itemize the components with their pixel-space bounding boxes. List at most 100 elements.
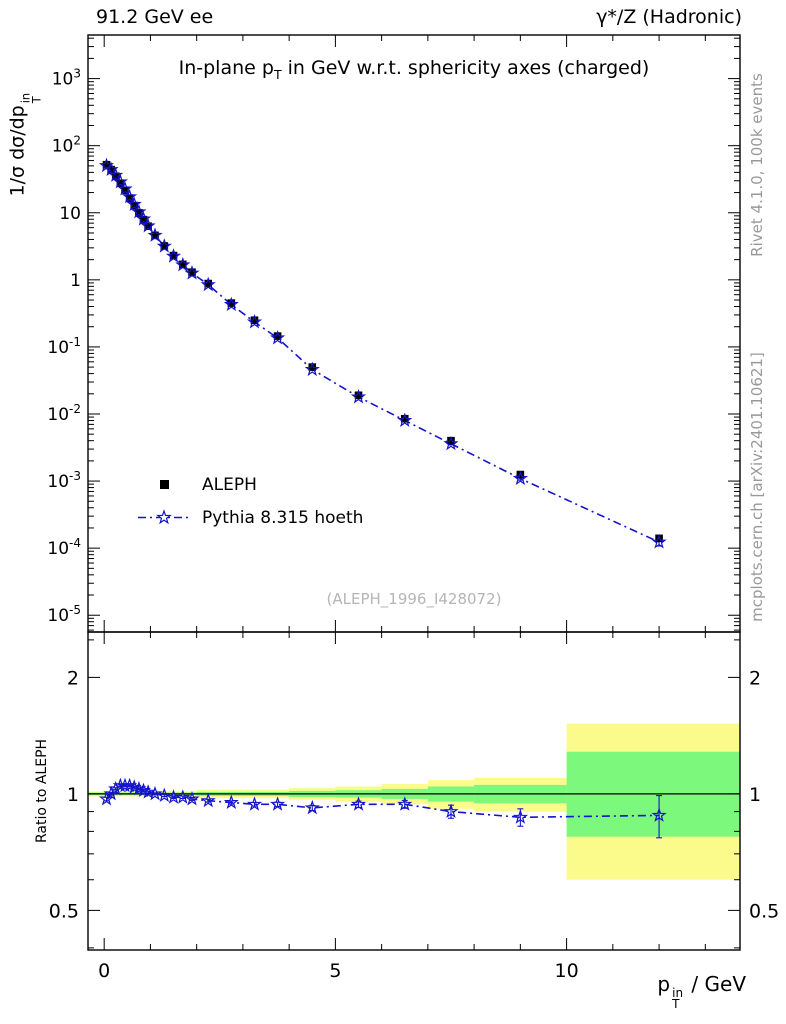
- aleph-point: [516, 470, 525, 479]
- pythia-ratio-point: [269, 796, 286, 811]
- x-label-suffix: / GeV: [685, 972, 746, 996]
- pythia-point: [147, 227, 163, 242]
- aleph-point: [116, 179, 125, 188]
- pythia-point: [512, 470, 529, 486]
- pythia-ratio-point: [223, 794, 239, 809]
- analysis-id-watermark: (ALEPH_1996_I428072): [326, 590, 502, 608]
- legend: ALEPH Pythia 8.315 hoeth: [136, 468, 363, 534]
- svg-text:0.5: 0.5: [49, 900, 79, 922]
- aleph-point: [400, 414, 409, 423]
- pythia-point: [140, 217, 156, 233]
- aleph-point: [151, 231, 159, 240]
- x-label-text: p: [657, 972, 671, 996]
- svg-text:0: 0: [98, 960, 110, 982]
- pythia-point: [121, 188, 138, 204]
- pythia-point: [135, 211, 152, 226]
- x-axis-label: p in T / GeV: [657, 972, 746, 1011]
- pythia-point: [350, 389, 367, 404]
- svg-text:10-5: 10-5: [47, 603, 81, 626]
- pythia-point: [246, 313, 263, 329]
- pythia-point: [156, 238, 172, 253]
- aleph-point: [178, 260, 187, 269]
- pythia-point: [443, 435, 459, 451]
- pythia-point: [108, 167, 124, 182]
- aleph-point: [102, 160, 111, 169]
- title-suffix: in GeV w.r.t. sphericity axes (charged): [281, 57, 650, 79]
- svg-text:10-2: 10-2: [47, 402, 81, 425]
- pythia-point: [651, 534, 667, 549]
- aleph-point: [139, 215, 148, 224]
- aleph-point: [121, 186, 129, 195]
- svg-text:10: 10: [555, 960, 579, 982]
- aleph-point: [130, 201, 139, 210]
- x-label-subsup: in T: [672, 986, 684, 1012]
- pythia-ratio-point: [304, 799, 320, 815]
- pythia-ratio-point: [117, 777, 133, 793]
- legend-item-aleph: ALEPH: [136, 468, 363, 501]
- aleph-point: [188, 268, 196, 276]
- pythia-point: [112, 173, 129, 189]
- title-subscript: T: [273, 67, 282, 83]
- header-beam-energy: 91.2 GeV ee: [96, 6, 214, 28]
- title-prefix: In-plane p: [178, 57, 274, 79]
- aleph-legend-marker: [159, 480, 169, 489]
- aleph-point: [160, 242, 169, 250]
- aleph-point: [354, 391, 363, 400]
- svg-text:10-4: 10-4: [47, 536, 81, 559]
- legend-label-pythia: Pythia 8.315 hoeth: [202, 507, 364, 528]
- pythia-ratio-point: [156, 787, 172, 803]
- svg-text:2: 2: [67, 667, 79, 689]
- aleph-point: [273, 332, 282, 340]
- aleph-point: [169, 251, 178, 260]
- svg-text:0.5: 0.5: [749, 900, 779, 922]
- pythia-point: [200, 276, 216, 292]
- plot-title: In-plane pT in GeV w.r.t. sphericity axe…: [88, 57, 740, 82]
- pythia-ratio-point: [651, 807, 667, 822]
- svg-text:1: 1: [749, 784, 761, 806]
- svg-text:103: 103: [52, 67, 81, 90]
- pythia-curve-main: [105, 164, 660, 543]
- svg-text:10-3: 10-3: [47, 469, 81, 492]
- pythia-ratio-point: [131, 780, 147, 796]
- pythia-point: [397, 412, 413, 427]
- aleph-point: [655, 534, 663, 543]
- aleph-marker-cell: [136, 480, 192, 489]
- svg-text:5: 5: [329, 960, 341, 982]
- pythia-point: [103, 161, 119, 177]
- x-label-sup: in: [672, 986, 684, 1000]
- aleph-point: [308, 363, 317, 371]
- pythia-ratio-point: [108, 780, 124, 796]
- aleph-point: [107, 165, 115, 174]
- aleph-point: [125, 194, 134, 202]
- x-label-sub: T: [672, 997, 680, 1012]
- ratio-panel-frame: [87, 631, 741, 951]
- pythia-ratio-point: [443, 803, 459, 819]
- pythia-ratio-point: [397, 796, 413, 811]
- pythia-marker-cell: [136, 509, 192, 526]
- pythia-ratio-point: [350, 796, 367, 811]
- pythia-ratio-point: [121, 777, 138, 793]
- pythia-point: [117, 181, 133, 196]
- svg-text:2: 2: [749, 667, 761, 689]
- svg-text:1: 1: [70, 271, 81, 291]
- legend-label-aleph: ALEPH: [202, 474, 257, 495]
- aleph-point: [144, 222, 152, 231]
- pythia-point: [126, 196, 142, 211]
- svg-text:102: 102: [52, 134, 81, 157]
- main-panel-frame: [87, 34, 741, 633]
- svg-text:10: 10: [59, 204, 81, 224]
- pythia-ratio-point: [126, 779, 142, 794]
- aleph-point: [250, 316, 259, 325]
- aleph-point: [204, 279, 213, 288]
- pythia-ratio-point: [135, 782, 152, 798]
- pythia-point: [175, 256, 191, 272]
- pythia-ratio-point: [200, 792, 216, 808]
- pythia-point: [304, 361, 320, 377]
- aleph-point: [227, 299, 236, 307]
- pythia-ratio-point: [175, 789, 191, 804]
- pythia-ratio-point: [147, 785, 163, 801]
- pythia-ratio-point: [246, 796, 263, 811]
- pythia-point: [165, 248, 182, 263]
